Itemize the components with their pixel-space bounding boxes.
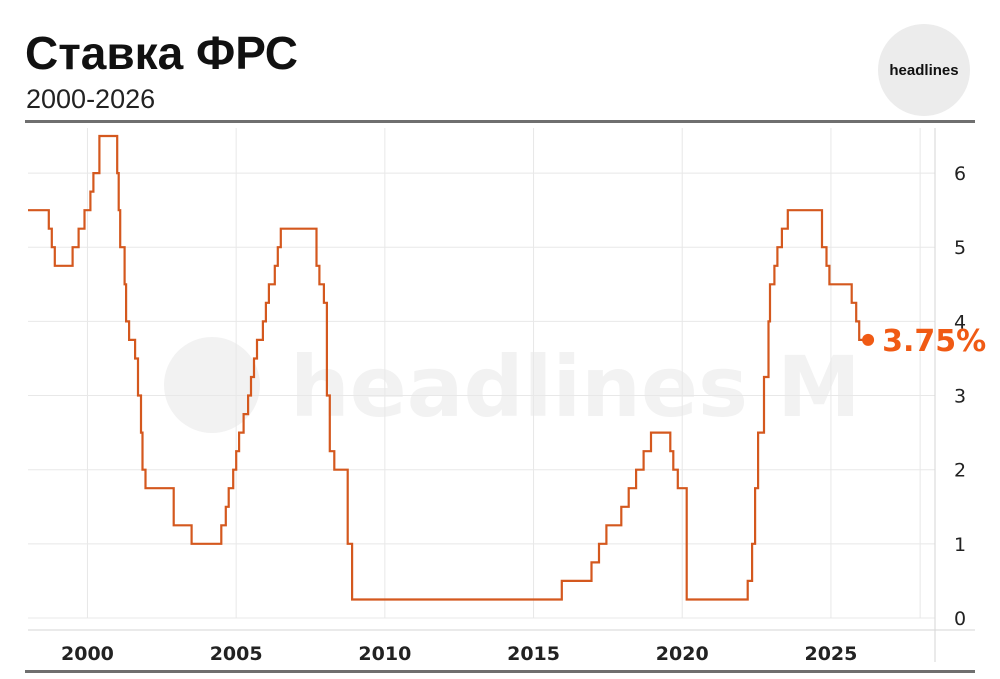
y-tick-label: 1 — [954, 534, 966, 556]
x-tick-label: 2020 — [656, 643, 709, 665]
x-tick-label: 2015 — [507, 643, 560, 665]
y-tick-label: 4 — [954, 311, 966, 333]
y-tick-label: 2 — [954, 460, 966, 482]
last-point-marker — [862, 333, 875, 346]
logo-text: headlines — [889, 61, 959, 79]
headlines-logo[interactable]: headlines — [878, 24, 970, 116]
bottom-rule — [25, 670, 975, 673]
x-tick-label: 2010 — [358, 643, 411, 665]
chart-labels: 3.75% — [882, 324, 986, 359]
chart-series — [28, 134, 875, 601]
y-tick-label: 5 — [954, 237, 966, 259]
x-tick-label: 2000 — [61, 643, 114, 665]
last-value-label: 3.75% — [882, 324, 986, 359]
watermark-text: headlines M — [290, 338, 861, 436]
x-tick-label: 2005 — [210, 643, 263, 665]
y-tick-label: 0 — [954, 608, 966, 630]
page-title: Ставка ФРС — [25, 27, 299, 79]
y-tick-label: 3 — [954, 386, 966, 408]
x-tick-label: 2025 — [804, 643, 857, 665]
chart-grid — [28, 128, 935, 619]
page-subtitle: 2000-2026 — [26, 84, 156, 114]
watermark: headlines M — [164, 337, 861, 436]
watermark-logo-icon — [164, 337, 260, 433]
chart-axes: 0 1 2 3 4 5 6 2000 2005 2010 2015 2020 2025 — [28, 128, 975, 665]
y-tick-label: 6 — [954, 163, 966, 185]
rate-series-line — [28, 134, 869, 601]
top-rule — [25, 120, 975, 123]
